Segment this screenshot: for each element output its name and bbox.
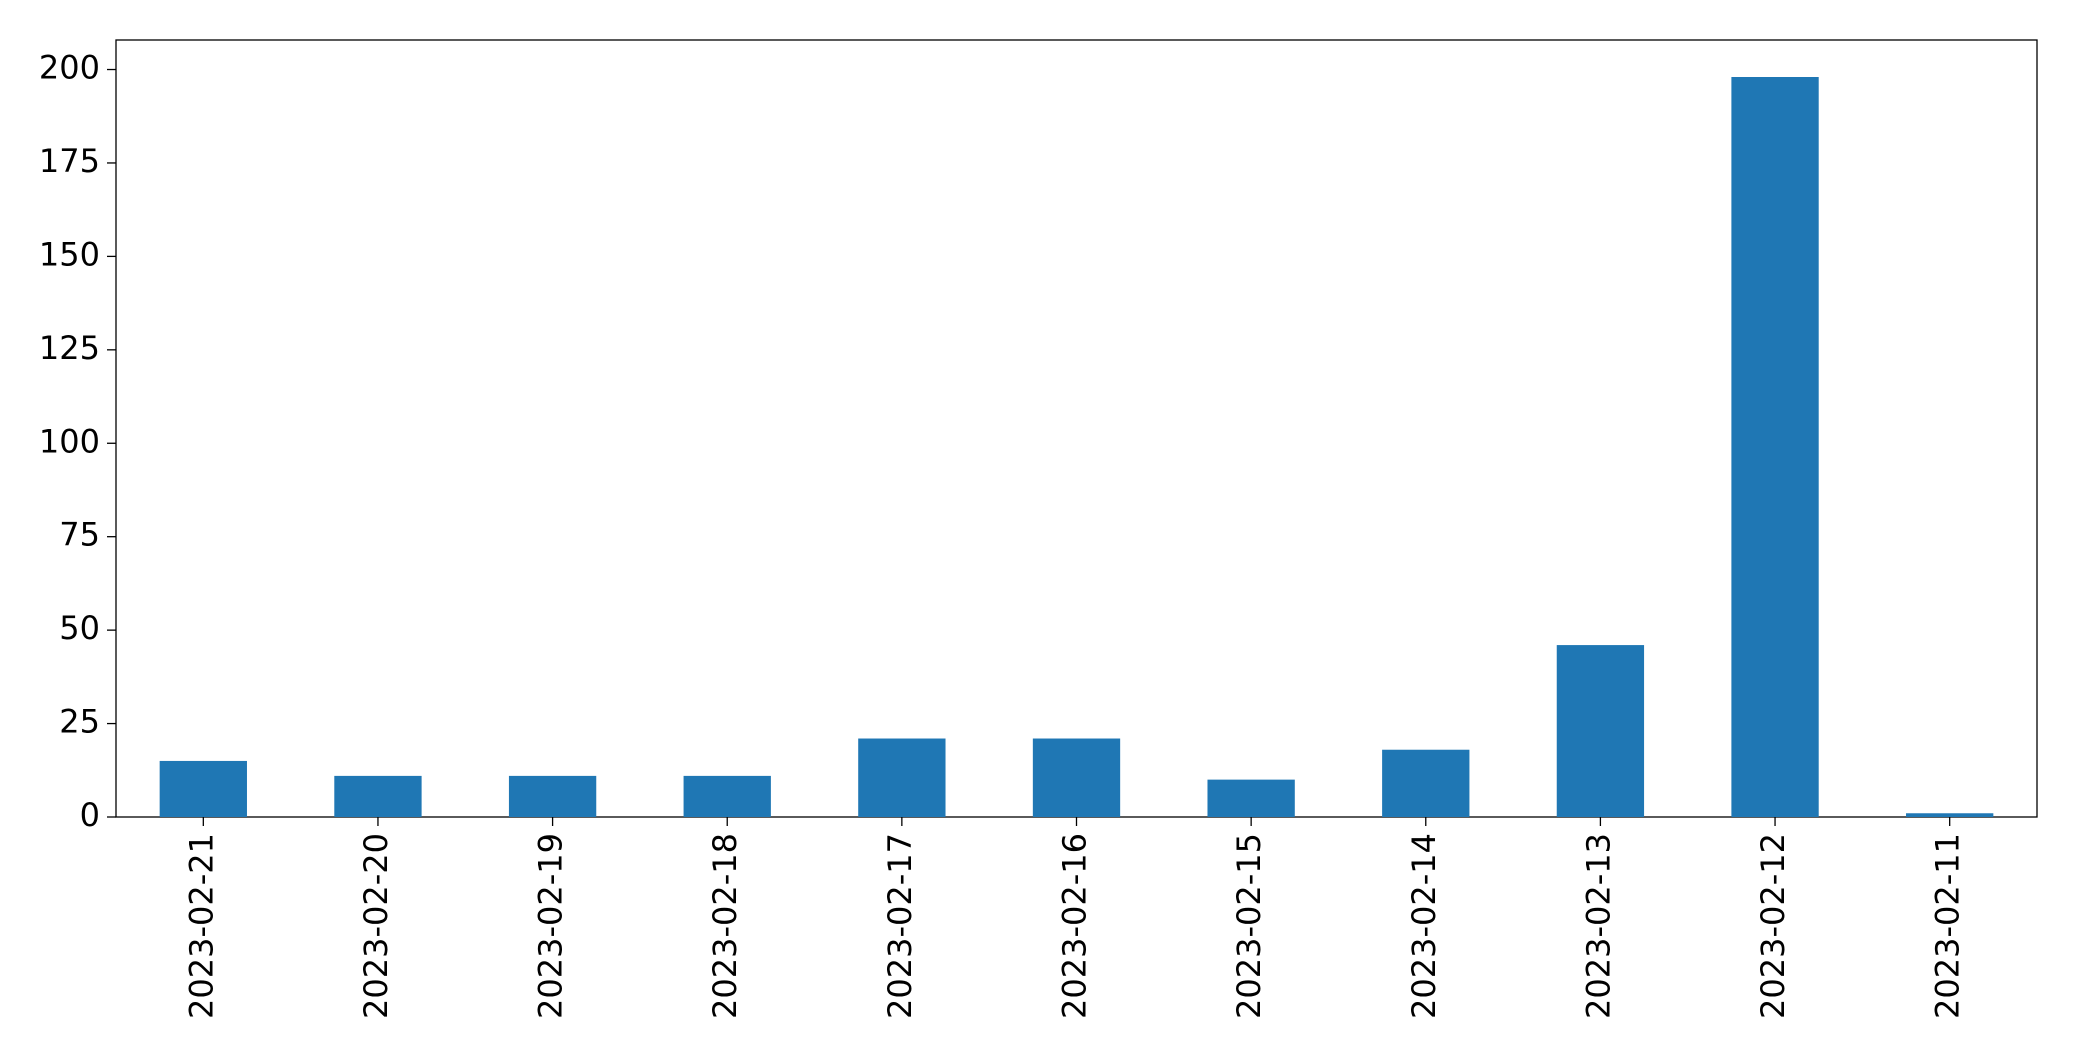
y-tick-label: 125 [39,329,100,367]
x-tick-label: 2023-02-16 [1056,833,1094,1019]
bar [1032,738,1121,817]
y-tick-label: 200 [39,49,100,87]
bar [1207,779,1295,817]
bar [334,775,422,817]
bar [1556,645,1645,817]
x-tick-label: 2023-02-12 [1754,833,1792,1019]
y-tick-label: 75 [59,516,100,554]
bar [1906,813,1994,817]
x-tick-label: 2023-02-21 [182,833,220,1019]
y-tick-label: 150 [39,235,100,273]
y-tick-label: 25 [59,703,100,741]
x-tick-label: 2023-02-19 [532,833,570,1019]
bar [159,760,247,817]
x-tick-label: 2023-02-18 [706,833,744,1019]
y-tick-label: 0 [80,796,100,834]
bar [858,738,946,817]
bar [508,775,597,817]
x-tick-label: 2023-02-17 [881,833,919,1019]
x-tick-label: 2023-02-11 [1929,833,1967,1019]
bar [683,775,771,817]
x-tick-label: 2023-02-14 [1405,833,1443,1019]
y-tick-label: 50 [59,609,100,647]
x-tick-label: 2023-02-15 [1230,833,1268,1019]
x-tick-label: 2023-02-13 [1579,833,1617,1019]
y-tick-label: 175 [39,142,100,180]
y-tick-label: 100 [39,422,100,460]
bar [1731,77,1819,817]
x-tick-label: 2023-02-20 [357,833,395,1019]
bar [1382,749,1470,817]
